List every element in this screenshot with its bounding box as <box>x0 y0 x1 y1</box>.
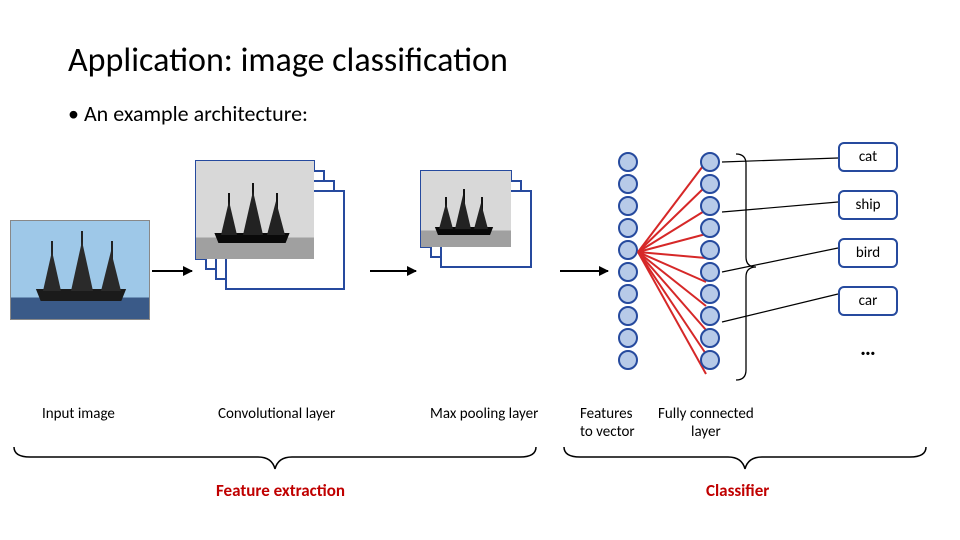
label-features-to-vector: Featuresto vector <box>580 405 635 441</box>
class-box-bird: bird <box>838 238 898 268</box>
class-box-cat: cat <box>838 142 898 172</box>
bullet: • <box>68 100 84 127</box>
class-box-car: car <box>838 286 898 316</box>
label-convolutional-layer: Convolutional layer <box>218 405 335 423</box>
arrow-pool-to-vector <box>560 270 608 272</box>
feature-map-image <box>195 160 315 260</box>
label-input-image: Input image <box>42 405 115 423</box>
brace-feature-extraction <box>10 445 540 473</box>
brace-classifier <box>560 445 930 473</box>
feature-vector-column-1 <box>618 152 638 370</box>
class-box-ship: ship <box>838 190 898 220</box>
label-classifier: Classifier <box>706 480 769 501</box>
feature-vector-column-2 <box>700 152 720 370</box>
slide-title: Application: image classification <box>68 40 508 81</box>
output-classes: cat ship bird car … <box>838 142 898 361</box>
feature-map-image <box>420 170 512 248</box>
input-image <box>10 220 150 320</box>
vector-bracket <box>734 152 834 382</box>
label-max-pooling-layer: Max pooling layer <box>430 405 538 423</box>
maxpool-feature-maps <box>420 170 550 320</box>
arrow-input-to-conv <box>152 270 192 272</box>
ship-illustration <box>11 221 149 319</box>
arrow-conv-to-pool <box>370 270 416 272</box>
ellipsis: … <box>838 334 898 361</box>
convolutional-feature-maps <box>195 160 355 330</box>
output-connection-lines <box>720 152 840 382</box>
architecture-diagram: cat ship bird car … <box>0 130 960 410</box>
label-feature-extraction: Feature extraction <box>216 480 345 501</box>
label-fully-connected-layer: Fully connectedlayer <box>658 405 754 441</box>
slide-subtitle: • An example architecture: <box>68 100 308 127</box>
subtitle-text: An example architecture: <box>84 100 308 127</box>
